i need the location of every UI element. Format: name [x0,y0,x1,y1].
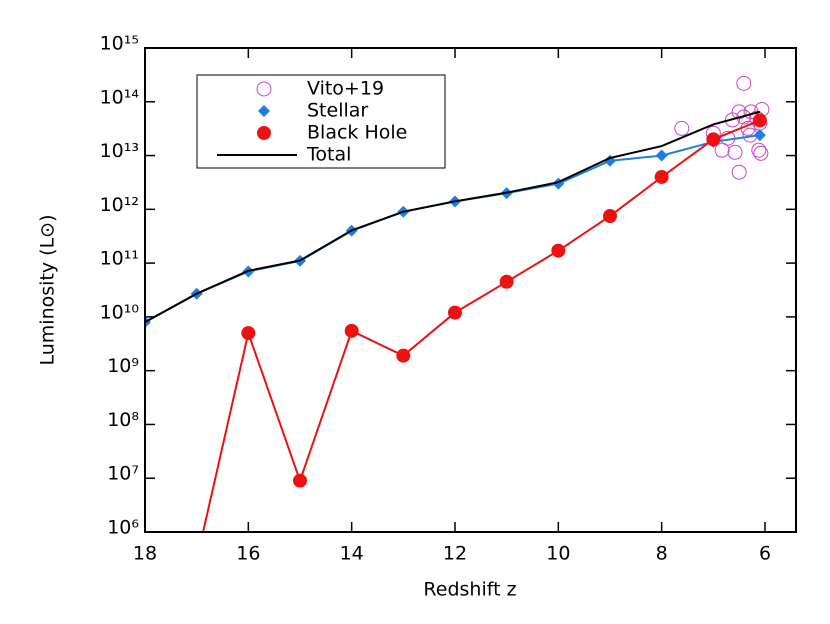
x-tick-label: 18 [133,543,157,565]
data-point [145,316,151,329]
data-point [674,120,690,136]
data-point [655,149,668,162]
legend-label: Vito+19 [307,78,384,100]
data-point [241,326,256,341]
data-point [344,323,359,338]
legend-marker [258,105,270,117]
data-point [752,113,767,128]
data-point [396,348,411,363]
series-line [202,119,761,532]
data-point [727,144,743,160]
data-point [706,132,721,147]
y-tick-label: 10¹¹ [100,248,139,270]
legend-label: Black Hole [307,122,407,144]
y-tick-label: 10⁷ [107,463,139,485]
data-point [499,274,514,289]
data-point [603,209,617,224]
legend-marker [257,126,271,140]
x-axis-label: Redshift z [423,579,516,601]
data-point [293,473,307,488]
series-line [145,110,761,323]
data-point [731,104,747,120]
data-point [654,169,669,184]
y-tick-label: 10¹⁴ [100,86,140,108]
x-tick-label: 14 [340,543,364,565]
y-tick-label: 10⁹ [107,355,139,377]
legend-label: Total [306,144,351,166]
x-tick-label: 10 [546,543,570,565]
legend-box [196,74,446,169]
y-tick-label: 10¹² [100,194,139,216]
data-point [753,129,766,142]
data-point [751,142,767,158]
plot-area [145,75,770,567]
y-tick-label: 10⁸ [107,409,139,431]
y-tick-label: 10¹⁵ [100,33,139,55]
data-point [731,164,747,180]
data-point [190,553,204,567]
x-tick-label: 8 [656,543,668,565]
data-point [448,305,462,320]
plot-frame [144,47,797,533]
y-tick-label: 10¹³ [100,140,139,162]
x-tick-label: 12 [443,543,467,565]
y-axis-label: Luminosity (L⊙) [37,215,59,366]
y-tick-label: 10⁶ [107,517,139,539]
x-tick-label: 16 [236,543,260,565]
data-point [753,145,769,161]
y-tick-label: 10¹⁰ [100,301,139,323]
legend-label: Stellar [307,100,368,122]
data-point [714,142,730,158]
data-point [736,75,752,91]
x-tick-label: 6 [759,543,771,565]
legend-marker [256,81,272,97]
data-point [551,243,566,258]
